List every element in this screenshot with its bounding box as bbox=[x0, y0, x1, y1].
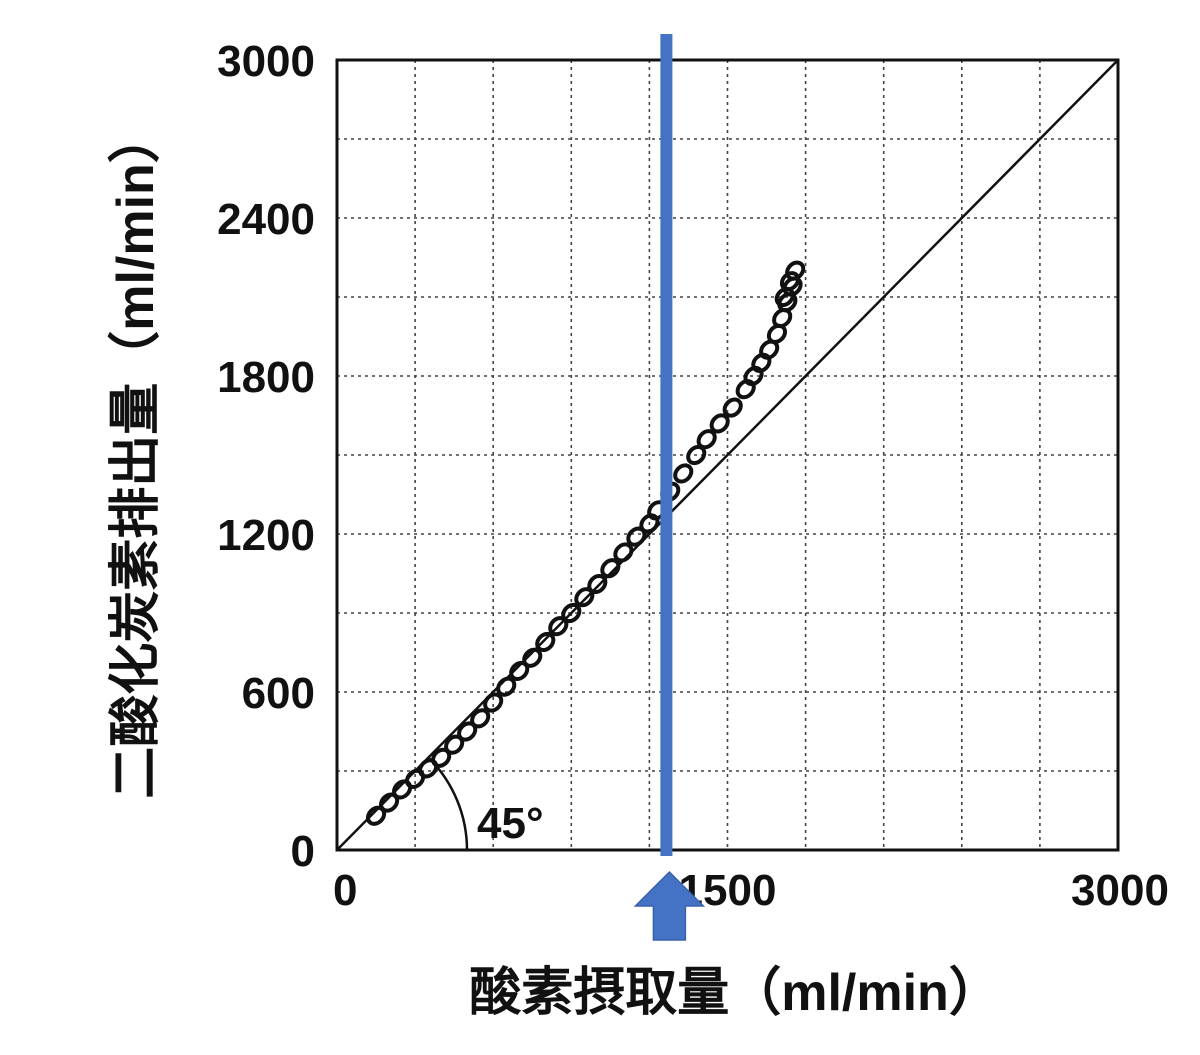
data-point bbox=[722, 397, 743, 418]
data-point bbox=[600, 558, 621, 579]
data-point bbox=[496, 676, 517, 697]
data-points bbox=[365, 260, 806, 826]
marker-layer bbox=[633, 34, 706, 941]
marker-arrow-icon bbox=[633, 870, 706, 941]
data-point bbox=[613, 542, 634, 563]
data-point bbox=[470, 708, 491, 729]
x-tick-labels: 0 1500 3000 bbox=[333, 866, 1169, 915]
y-tick-label: 0 bbox=[291, 827, 315, 876]
y-tick-label: 1200 bbox=[217, 511, 315, 560]
data-point bbox=[483, 692, 504, 713]
data-point bbox=[774, 286, 795, 308]
angle-arc bbox=[428, 757, 469, 851]
angle-marker: 45° bbox=[428, 757, 544, 851]
data-point bbox=[696, 429, 717, 450]
x-tick-label: 1500 bbox=[679, 866, 777, 915]
y-tick-label: 600 bbox=[242, 669, 315, 718]
x-tick-label: 0 bbox=[333, 866, 357, 915]
angle-label: 45° bbox=[477, 799, 544, 848]
y-tick-label: 2400 bbox=[217, 195, 315, 244]
x-axis-label: 酸素摂取量（ml/min） bbox=[469, 964, 1001, 1022]
data-point bbox=[418, 758, 439, 779]
data-point bbox=[522, 647, 543, 668]
grid bbox=[337, 60, 1118, 850]
reference-line bbox=[336, 59, 1119, 851]
y-tick-label: 1800 bbox=[217, 353, 315, 402]
x-tick-label: 3000 bbox=[1071, 866, 1169, 915]
y-tick-labels: 0 600 1200 1800 2400 3000 bbox=[217, 37, 315, 876]
data-point bbox=[587, 573, 608, 595]
data-point bbox=[785, 260, 806, 281]
data-point bbox=[709, 413, 730, 434]
y-tick-label: 3000 bbox=[217, 37, 315, 86]
data-point bbox=[535, 631, 556, 653]
y-axis-label: 二酸化炭素排出量（ml/min） bbox=[107, 111, 165, 799]
reference-line-layer bbox=[336, 59, 1119, 851]
data-point bbox=[561, 602, 582, 624]
plot-frame bbox=[335, 58, 1120, 852]
data-point bbox=[673, 463, 694, 484]
